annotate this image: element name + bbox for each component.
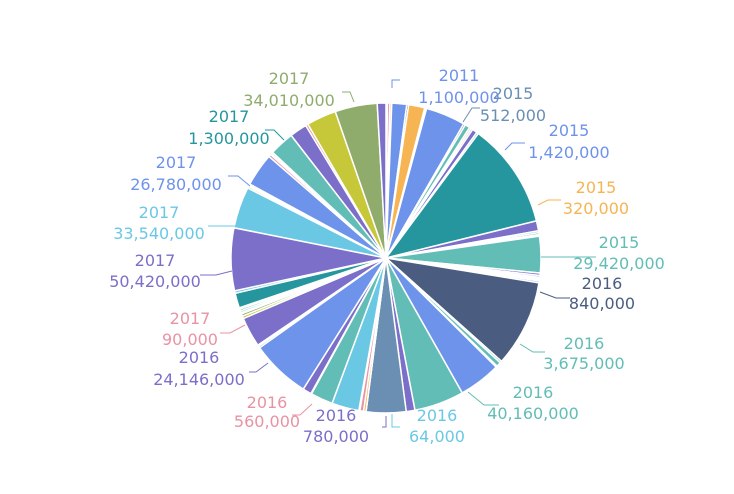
- label-leader-line: [200, 270, 233, 276]
- label-leader-line: [228, 175, 251, 187]
- slice-label-name: 2015: [493, 84, 534, 103]
- slice-label-value: 1,300,000: [188, 129, 269, 148]
- slice-label-value: 1,100,000: [418, 88, 499, 107]
- label-leader-line: [519, 343, 545, 353]
- slice-label-name: 2015: [549, 121, 590, 140]
- slice-label-name: 2015: [599, 233, 640, 252]
- label-leader-line: [467, 391, 499, 406]
- pie-slice[interactable]: [383, 256, 540, 363]
- label-leader-line: [391, 414, 400, 428]
- slice-label-name: 2017: [269, 69, 310, 88]
- slice-label-name: 2017: [156, 153, 197, 172]
- slice-label-value: 3,675,000: [543, 354, 624, 373]
- label-leader-line: [249, 362, 269, 373]
- label-leader-line: [537, 199, 561, 206]
- slice-label-value: 50,420,000: [109, 272, 201, 291]
- slice-label-value: 840,000: [569, 294, 635, 313]
- slice-label-value: 40,160,000: [487, 404, 579, 423]
- label-leader-line: [391, 79, 400, 88]
- slice-label-name: 2017: [139, 203, 180, 222]
- slice-label-name: 2016: [564, 334, 605, 353]
- slice-label-value: 29,420,000: [573, 254, 665, 273]
- slice-label-value: 26,780,000: [130, 175, 222, 194]
- slice-label-name: 2017: [209, 107, 250, 126]
- slice-label-name: 2016: [513, 383, 554, 402]
- pie-slice[interactable]: [376, 102, 387, 259]
- label-leader-line: [382, 416, 387, 428]
- pie-slice[interactable]: [384, 132, 538, 260]
- slice-label-name: 2015: [576, 178, 617, 197]
- label-leader-line: [462, 107, 480, 123]
- slice-label-value: 320,000: [563, 199, 629, 218]
- slice-label-name: 2017: [135, 251, 176, 270]
- pie-slices: [230, 102, 542, 414]
- slice-label-name: 2017: [170, 309, 211, 328]
- slice-label-value: 33,540,000: [113, 224, 205, 243]
- slice-label-name: 2016: [417, 406, 458, 425]
- pie-labels: 20111,100,0002015512,00020151,420,000201…: [109, 66, 665, 446]
- label-leader-line: [265, 129, 285, 141]
- slice-label-name: 2016: [179, 348, 220, 367]
- slice-label-value: 90,000: [162, 330, 218, 349]
- slice-label-value: 34,010,000: [243, 91, 335, 110]
- slice-label-value: 780,000: [303, 427, 369, 446]
- label-leader-line: [539, 291, 570, 299]
- slice-label-name: 2016: [247, 393, 288, 412]
- slice-label-name: 2016: [582, 274, 623, 293]
- slice-label-value: 560,000: [234, 412, 300, 431]
- slice-label-value: 64,000: [409, 427, 465, 446]
- slice-label-name: 2011: [439, 66, 480, 85]
- slice-label-value: 24,146,000: [153, 370, 245, 389]
- label-leader-line: [292, 403, 313, 416]
- label-leader-line: [220, 324, 246, 334]
- label-leader-line: [342, 91, 355, 103]
- slice-label-name: 2016: [316, 406, 357, 425]
- label-leader-line: [504, 142, 525, 151]
- slice-label-value: 1,420,000: [528, 143, 609, 162]
- slice-label-value: 512,000: [480, 106, 546, 125]
